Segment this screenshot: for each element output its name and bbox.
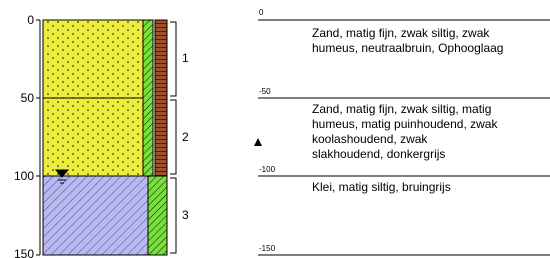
description: slakhoudend, donkergrijs: [312, 147, 445, 161]
level-label: -100: [259, 165, 276, 174]
description: humeus, neutraalbruin, Ophooglaag: [312, 41, 503, 55]
depth-tick: 100: [14, 169, 34, 183]
marker: [254, 138, 262, 146]
depth-tick: 50: [21, 91, 35, 105]
description: koolashoudend, zwak: [312, 132, 428, 146]
borehole-log: 0 50 100 150 1 2 3 0 -50 -100 -150 Zand,…: [0, 0, 550, 258]
depth-tick: 0: [27, 13, 34, 27]
layer-number: 3: [182, 208, 189, 222]
level-label: -150: [259, 244, 276, 253]
description: Zand, matig fijn, zwak siltig, matig: [312, 102, 491, 116]
column: [43, 20, 167, 255]
level-label: -50: [259, 87, 271, 96]
depth-axis: 0 50 100 150: [14, 13, 40, 258]
layer-brackets: [170, 22, 176, 253]
description: Zand, matig fijn, zwak siltig, zwak: [312, 26, 490, 40]
level-label: 0: [259, 8, 264, 17]
layer-number: 1: [182, 51, 189, 65]
description: Klei, matig siltig, bruingrijs: [312, 180, 451, 194]
depth-tick: 150: [14, 247, 34, 258]
layer-number: 2: [182, 130, 189, 144]
description: humeus, matig puinhoudend, zwak: [312, 117, 498, 131]
